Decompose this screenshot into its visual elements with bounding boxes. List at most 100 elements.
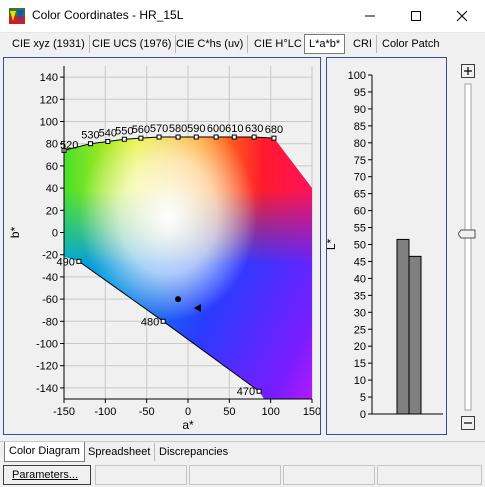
plus-icon[interactable] — [461, 64, 475, 78]
lightness-tick-label: 50 — [354, 240, 366, 252]
locus-point — [160, 318, 166, 324]
lightness-tick-label: 95 — [354, 87, 366, 99]
y-tick-label: -60 — [42, 294, 58, 306]
x-tick-label: 50 — [223, 406, 235, 418]
locus-wavelength-label: 590 — [187, 123, 205, 135]
locus-wavelength-label: 680 — [265, 124, 283, 136]
lightness-tick-label: 15 — [354, 358, 366, 370]
locus-line — [63, 136, 275, 151]
locus-point — [87, 141, 93, 147]
status-cell — [95, 465, 187, 485]
tab-cie-xyz[interactable]: CIE xyz (1931) — [8, 35, 90, 53]
slider-graphic — [457, 64, 476, 430]
locus-wavelength-label: 470 — [237, 386, 255, 398]
status-cell — [283, 465, 375, 485]
minus-icon[interactable] — [461, 416, 475, 430]
locus-point — [251, 134, 257, 140]
view-tabs: Color Diagram Spreadsheet Discrepancies — [0, 441, 485, 462]
locus-wavelength-label: 600 — [207, 123, 225, 135]
y-tick-label: -20 — [42, 250, 58, 262]
lightness-tick-label: 20 — [354, 341, 366, 353]
lightness-tick-label: 30 — [354, 307, 366, 319]
zoom-slider[interactable] — [457, 62, 478, 434]
y-axis-label: b* — [8, 226, 22, 238]
close-button[interactable] — [439, 0, 485, 32]
minimize-button[interactable] — [347, 0, 393, 32]
tab-cie-hlc[interactable]: CIE H°LC — [250, 35, 307, 53]
y-tick-label: 80 — [46, 139, 58, 151]
status-cell — [377, 465, 482, 485]
lightness-panel: 100 95 90 85 80 75 70 65 60 55 50 45 40 35 30 25 20 15 10 5… — [324, 57, 447, 435]
lightness-chart[interactable]: 1009590858075706560555045403530252015105… — [324, 58, 446, 434]
slider-thumb[interactable] — [457, 229, 476, 239]
locus-point — [256, 388, 262, 394]
y-tick-label: -120 — [36, 361, 58, 373]
lightness-tick-label: 40 — [354, 273, 366, 285]
close-icon — [456, 10, 468, 22]
locus-point — [175, 134, 181, 140]
lightness-tick-label: 0 — [360, 409, 366, 421]
x-tick-label: 0 — [185, 406, 191, 418]
parameters-button[interactable]: Parameters... — [3, 465, 91, 485]
locus-wavelength-label: 550 — [115, 125, 133, 137]
window-title: Color Coordinates - HR_15L — [32, 8, 184, 22]
y-tick-label: 40 — [46, 183, 58, 195]
lightness-axes: 1009590858075706560555045403530252015105… — [348, 70, 443, 421]
x-tick-label: 100 — [261, 406, 279, 418]
locus-wavelength-label: 490 — [57, 256, 75, 268]
x-tick-label: -50 — [139, 406, 155, 418]
locus-wavelength-label: 480 — [141, 316, 159, 328]
tab-cri[interactable]: CRI — [349, 35, 377, 53]
y-tick-label: 140 — [40, 72, 58, 84]
tab-cie-chs[interactable]: CIE C*hs (uv) — [172, 35, 249, 53]
chart-axes: 140 120 100 80 60 40 20 0 -20 -40 -60 -80 -100 -120 -1… — [36, 66, 321, 418]
maximize-button[interactable] — [393, 0, 439, 32]
locus-point — [76, 258, 82, 264]
locus-wavelength-label: 540 — [99, 127, 117, 139]
lightness-tick-label: 60 — [354, 206, 366, 218]
locus-wavelength-label: 610 — [225, 123, 243, 135]
y-tick-label: -80 — [42, 316, 58, 328]
sample-markers — [175, 296, 201, 312]
y-tick-label: -100 — [36, 339, 58, 351]
lightness-bar — [408, 255, 422, 415]
tab-discrepancies[interactable]: Discrepancies — [159, 446, 229, 458]
lightness-tick-label: 80 — [354, 138, 366, 150]
y-tick-label: 120 — [40, 94, 58, 106]
tab-lab[interactable]: L*a*b* — [304, 34, 346, 54]
locus-wavelength-label: 520 — [60, 139, 78, 151]
lightness-tick-label: 90 — [354, 104, 366, 116]
tab-color-patch[interactable]: Color Patch — [382, 38, 440, 50]
locus-wavelength-label: 530 — [81, 130, 99, 142]
locus-point — [156, 134, 162, 140]
lightness-tick-label: 5 — [360, 392, 366, 404]
app-icon — [9, 8, 25, 24]
y-tick-label: 0 — [52, 228, 58, 240]
reference-marker-triangle[interactable] — [193, 303, 201, 312]
tab-cie-ucs[interactable]: CIE UCS (1976) — [88, 35, 177, 53]
locus-point — [271, 135, 277, 141]
locus-point — [121, 136, 127, 142]
locus-wavelength-label: 580 — [169, 123, 187, 135]
maximize-icon — [411, 11, 421, 21]
locus-point — [105, 138, 111, 144]
lightness-axis-label: L* — [327, 238, 338, 250]
tab-spreadsheet[interactable]: Spreadsheet — [84, 443, 156, 461]
locus-point — [231, 134, 237, 140]
sample-marker-circle[interactable] — [175, 296, 182, 303]
x-tick-label: -150 — [53, 406, 75, 418]
parameters-label: Parameters... — [12, 469, 79, 481]
locus-wavelength-label: 630 — [245, 123, 263, 135]
locus-wavelength-label: 570 — [150, 123, 168, 135]
y-tick-label: -40 — [42, 272, 58, 284]
tab-color-diagram[interactable]: Color Diagram — [4, 442, 85, 462]
lightness-tick-label: 55 — [354, 223, 366, 235]
lab-diagram-panel: 520 530 540 550 560 570 580 590 600 610 630 680 490 4… — [3, 57, 321, 435]
lightness-tick-label: 10 — [354, 375, 366, 387]
coordinate-system-tabs: CIE xyz (1931) CIE UCS (1976) CIE C*hs (… — [0, 33, 485, 55]
minimize-icon — [365, 15, 375, 17]
lightness-tick-label: 75 — [354, 155, 366, 167]
lightness-tick-label: 45 — [354, 256, 366, 268]
